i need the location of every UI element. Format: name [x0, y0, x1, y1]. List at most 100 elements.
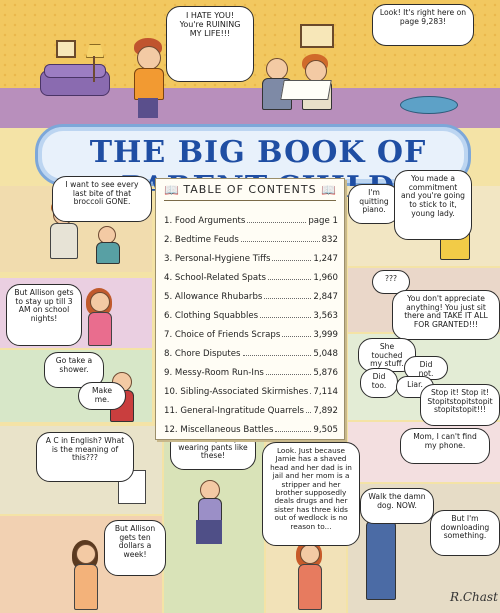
- toc-entry-label: 9. Messy-Room Run-Ins: [164, 368, 264, 378]
- toc-leader-dots: [267, 279, 312, 280]
- toc-leader-dots: [265, 374, 312, 375]
- toc-entry: 8. Chore Disputes 5,048: [164, 340, 338, 359]
- speech-bubble-walkdog: Walk the damn dog. NOW.: [360, 488, 434, 524]
- toc-leader-dots: [242, 355, 312, 356]
- bubble-text: Did not.: [418, 360, 434, 378]
- toc-entry-page: 832: [321, 235, 338, 245]
- bubble-text: But I'm downloading something.: [440, 514, 490, 541]
- toc-entry-page: page 1: [308, 216, 338, 226]
- toc-entry-label: 6. Clothing Squabbles: [164, 311, 259, 321]
- toc-entry-page: 5,876: [313, 368, 338, 378]
- speech-bubble-makeme: Make me.: [78, 382, 126, 410]
- toc-leader-dots: [272, 260, 312, 261]
- bubble-text: Look! It's right here on page 9,283!: [379, 8, 467, 26]
- toc-leader-dots: [260, 317, 312, 318]
- speech-bubble-allison-bedtime: But Allison gets to stay up till 3 AM on…: [6, 284, 82, 346]
- bubble-text: Stop it! Stop it! Stopitstopitstopit sto…: [427, 388, 493, 415]
- book-icon: 📖: [321, 183, 336, 197]
- toc-entry-label: 2. Bedtime Feuds: [164, 235, 239, 245]
- toc-leader-dots: [282, 336, 312, 337]
- bubble-text: I'm quitting piano.: [359, 188, 389, 215]
- bubble-text: ???: [384, 274, 398, 283]
- toc-entry-label: 7. Choice of Friends Scraps: [164, 330, 281, 340]
- bubble-text: Mom, I can't find my phone.: [413, 432, 477, 450]
- girl-bedtime: [84, 288, 114, 346]
- toc-entry-label: 11. General-Ingratitude Quarrels: [164, 406, 305, 416]
- toc-entry-label: 10. Sibling-Associated Skirmishes: [164, 387, 309, 397]
- bubble-text: A C in English? What is the meaning of t…: [45, 436, 125, 463]
- toc-entry-label: 8. Chore Disputes: [164, 349, 241, 359]
- bubble-text: You made a commitment and you're going t…: [401, 174, 465, 218]
- divider: [164, 200, 336, 201]
- lamp: [84, 44, 104, 94]
- toc-entry-page: 2,847: [313, 292, 338, 302]
- toc-entry-page: 5,048: [313, 349, 338, 359]
- speech-bubble-phone: Mom, I can't find my phone.: [400, 428, 490, 464]
- bubble-text: Look. Just because Jamie has a shaved he…: [270, 446, 352, 531]
- child-broccoli: [94, 226, 120, 264]
- bubble-text: Did too.: [371, 372, 387, 390]
- toc-leader-dots: [310, 393, 312, 394]
- toc-entry-page: 7,114: [313, 387, 338, 397]
- speech-bubble-appreciate: You don't appreciate anything! You just …: [392, 290, 500, 340]
- bubble-text: Go take a shower.: [55, 356, 93, 374]
- toc-entry-label: 3. Personal-Hygiene Tiffs: [164, 254, 271, 264]
- speech-bubble-jamie: Look. Just because Jamie has a shaved he…: [262, 442, 360, 546]
- rug: [400, 96, 458, 114]
- toc-entry-label: 1. Food Arguments: [164, 216, 246, 226]
- artist-signature: R.Chast: [450, 590, 498, 604]
- bubble-text: Liar.: [407, 380, 423, 389]
- bubble-text: I want to see every last bite of that br…: [65, 180, 139, 207]
- speech-bubble-commitment: You made a commitment and you're going t…: [394, 170, 472, 240]
- sofa: [40, 64, 110, 100]
- toc-entry-page: 1,960: [313, 273, 338, 283]
- toc-entry-label: 12. Miscellaneous Battles: [164, 425, 274, 435]
- book-icon: 📖: [164, 183, 179, 197]
- screaming-child: [128, 38, 168, 120]
- bubble-text: You don't appreciate anything! You just …: [404, 294, 488, 330]
- toc-entry-page: 7,892: [313, 406, 338, 416]
- toc-entry-page: 3,563: [313, 311, 338, 321]
- toc-list: 1. Food Arguments page 1 2. Bedtime Feuds 8…: [164, 207, 338, 435]
- bubble-text: But Allison gets to stay up till 3 AM on…: [14, 288, 74, 324]
- toc-entry: 4. School-Related Spats 1,960: [164, 264, 338, 283]
- speech-bubble-look: Look! It's right here on page 9,283!: [372, 4, 474, 46]
- speech-bubble-didtoo: Did too.: [360, 368, 398, 398]
- wall-picture-left: [56, 40, 76, 58]
- bubble-text: I HATE YOU! You're RUINING MY LIFE!!!: [179, 11, 241, 39]
- speech-bubble-question: ???: [372, 270, 410, 294]
- toc-entry: 6. Clothing Squabbles 3,563: [164, 302, 338, 321]
- toc-entry: 5. Allowance Rhubarbs 2,847: [164, 283, 338, 302]
- toc-leader-dots: [275, 431, 312, 432]
- bubble-text: She touched my stuff.: [370, 342, 404, 369]
- toc-entry: 3. Personal-Hygiene Tiffs 1,247: [164, 245, 338, 264]
- table-of-contents: 📖 TABLE OF CONTENTS 📖 1. Food Arguments p…: [155, 178, 345, 440]
- speech-bubble-stopit: Stop it! Stop it! Stopitstopitstopit sto…: [420, 384, 500, 426]
- wall-picture-right: [300, 24, 334, 48]
- toc-leader-dots: [247, 222, 307, 223]
- toc-heading: TABLE OF CONTENTS: [183, 183, 317, 196]
- toc-entry: 2. Bedtime Feuds 832: [164, 226, 338, 245]
- toc-entry-label: 4. School-Related Spats: [164, 273, 266, 283]
- open-book: [280, 80, 332, 100]
- speech-bubble-hate: I HATE YOU! You're RUINING MY LIFE!!!: [166, 6, 254, 82]
- toc-entry: 10. Sibling-Associated Skirmishes 7,114: [164, 378, 338, 397]
- toc-entry-page: 9,505: [313, 425, 338, 435]
- speech-bubble-downloading: But I'm downloading something.: [430, 510, 500, 556]
- bubble-text: But Allison gets ten dollars a week!: [114, 524, 156, 560]
- speech-bubble-allison-dollars: But Allison gets ten dollars a week!: [104, 520, 166, 576]
- toc-entry: 12. Miscellaneous Battles 9,505: [164, 416, 338, 435]
- speech-bubble-c-in-english: A C in English? What is the meaning of t…: [36, 432, 134, 482]
- toc-entry: 7. Choice of Friends Scraps 3,999: [164, 321, 338, 340]
- toc-entry: 1. Food Arguments page 1: [164, 207, 338, 226]
- toc-entry-page: 3,999: [313, 330, 338, 340]
- bubble-text: Walk the damn dog. NOW.: [368, 492, 426, 510]
- speech-bubble-broccoli: I want to see every last bite of that br…: [52, 176, 152, 222]
- toc-leader-dots: [306, 412, 312, 413]
- toc-entry: 11. General-Ingratitude Quarrels 7,892: [164, 397, 338, 416]
- toc-entry-label: 5. Allowance Rhubarbs: [164, 292, 263, 302]
- girl-friends: [294, 540, 324, 610]
- toc-entry: 9. Messy-Room Run-Ins 5,876: [164, 359, 338, 378]
- toc-leader-dots: [240, 241, 320, 242]
